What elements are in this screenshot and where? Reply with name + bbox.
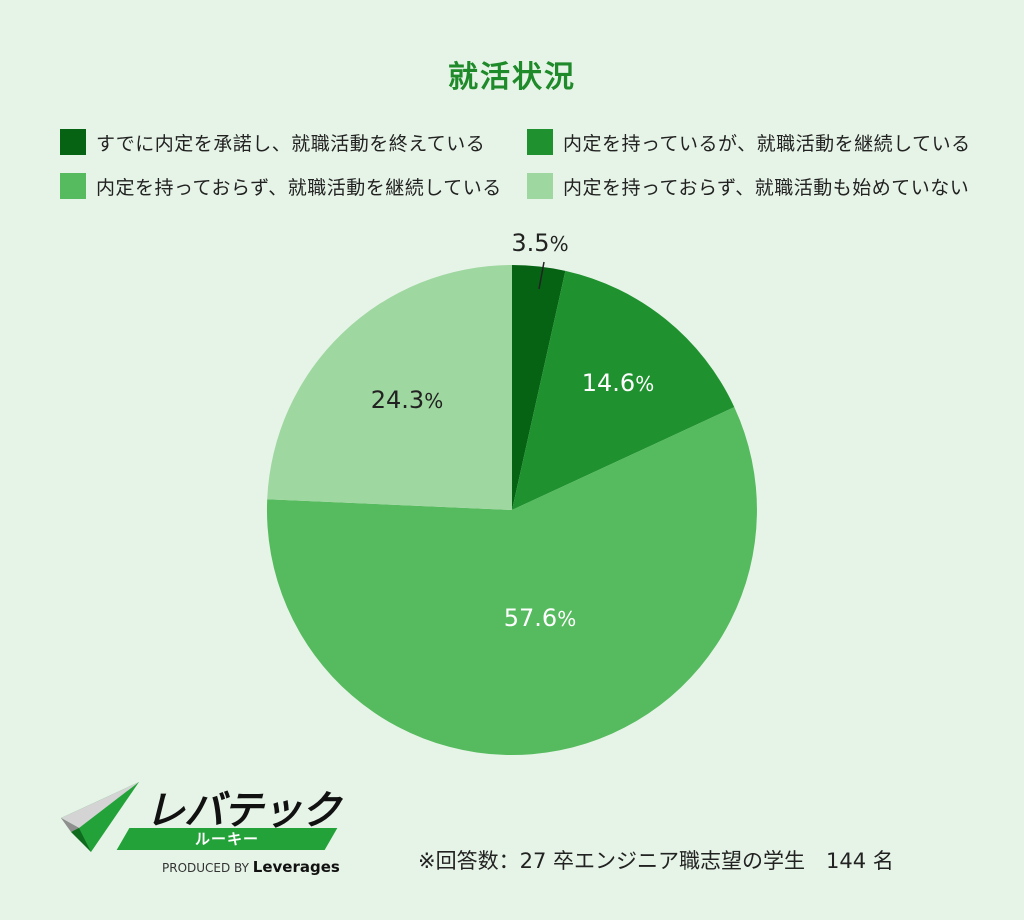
pie-slice-not-started: [267, 265, 512, 510]
legend-label: 内定を持っているが、就職活動を継続している: [563, 132, 971, 155]
logo-sub-text: ルーキー: [194, 830, 259, 848]
legend-swatch: [60, 129, 86, 155]
legend-swatch: [527, 129, 553, 155]
produced-by-text: PRODUCED BY: [162, 861, 249, 875]
logo-mark-icon: [61, 782, 139, 852]
pie-slice-accepted: [512, 265, 566, 510]
logo-produced-by: PRODUCED BY Leverages: [162, 858, 340, 876]
legend-label: 内定を持っておらず、就職活動も始めていない: [563, 176, 970, 199]
logo-main-text: レバテック: [145, 788, 341, 834]
leader-line: [538, 261, 545, 290]
legend-label: 内定を持っておらず、就職活動を継続している: [96, 176, 502, 199]
pct-label-accepted: 3.5%: [511, 229, 568, 257]
respondent-note: ※回答数：27 卒エンジニア職志望の学生 144 名: [418, 849, 894, 873]
pct-label-has-offer-continuing: 14.6%: [582, 369, 654, 397]
legend-item-no-offer-continuing: 内定を持っておらず、就職活動を継続している: [60, 172, 502, 200]
legend-item-accepted: すでに内定を承諾し、就職活動を終えている: [60, 128, 485, 156]
brand-text: Leverages: [252, 858, 340, 876]
legend-item-not-started: 内定を持っておらず、就職活動も始めていない: [527, 172, 969, 200]
pct-label-not-started: 24.3%: [371, 386, 443, 414]
chart-title: 就活状況: [448, 60, 576, 95]
pie-slice-has-offer-continuing: [512, 270, 735, 510]
levtech-rookie-logo: レバテック ルーキー PRODUCED BY Leverages: [55, 778, 345, 878]
pie-slice-no-offer-continuing: [266, 407, 757, 756]
legend-label: すでに内定を承諾し、就職活動を終えている: [96, 132, 486, 155]
legend-swatch: [60, 173, 86, 199]
pct-label-no-offer-continuing: 57.6%: [504, 604, 576, 632]
legend-swatch: [527, 173, 553, 199]
legend-item-has-offer-continuing: 内定を持っているが、就職活動を継続している: [527, 128, 971, 156]
